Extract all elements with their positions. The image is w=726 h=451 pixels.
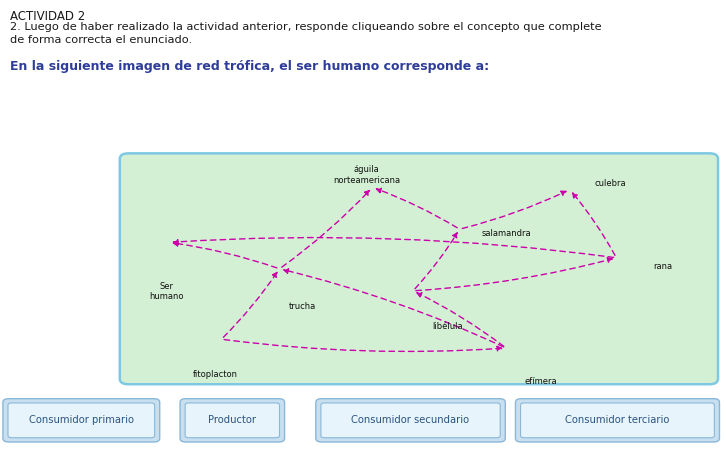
Text: Consumidor secundario: Consumidor secundario xyxy=(351,415,470,425)
Text: Consumidor primario: Consumidor primario xyxy=(29,415,134,425)
Text: efímera: efímera xyxy=(525,377,557,386)
Text: salamandra: salamandra xyxy=(481,229,531,238)
FancyBboxPatch shape xyxy=(3,399,160,442)
Text: trucha: trucha xyxy=(289,302,317,311)
Text: ACTIVIDAD 2: ACTIVIDAD 2 xyxy=(10,10,86,23)
Text: Ser
humano: Ser humano xyxy=(149,282,184,301)
Text: Productor: Productor xyxy=(208,415,256,425)
Text: rana: rana xyxy=(653,262,672,271)
FancyBboxPatch shape xyxy=(180,399,285,442)
Text: de forma correcta el enunciado.: de forma correcta el enunciado. xyxy=(10,35,192,45)
FancyBboxPatch shape xyxy=(120,153,718,384)
Text: libélula: libélula xyxy=(433,322,463,331)
FancyBboxPatch shape xyxy=(185,403,280,438)
FancyBboxPatch shape xyxy=(321,403,500,438)
FancyBboxPatch shape xyxy=(521,403,714,438)
Text: 2. Luego de haber realizado la actividad anterior, responde cliqueando sobre el : 2. Luego de haber realizado la actividad… xyxy=(10,22,602,32)
FancyBboxPatch shape xyxy=(8,403,155,438)
Text: fitoplacton: fitoplacton xyxy=(193,370,238,379)
Text: culebra: culebra xyxy=(595,179,627,188)
Text: En la siguiente imagen de red trófica, el ser humano corresponde a:: En la siguiente imagen de red trófica, e… xyxy=(10,60,489,73)
FancyBboxPatch shape xyxy=(316,399,505,442)
Text: Consumidor terciario: Consumidor terciario xyxy=(566,415,669,425)
FancyBboxPatch shape xyxy=(515,399,719,442)
Text: águila
norteamericana: águila norteamericana xyxy=(333,166,400,185)
